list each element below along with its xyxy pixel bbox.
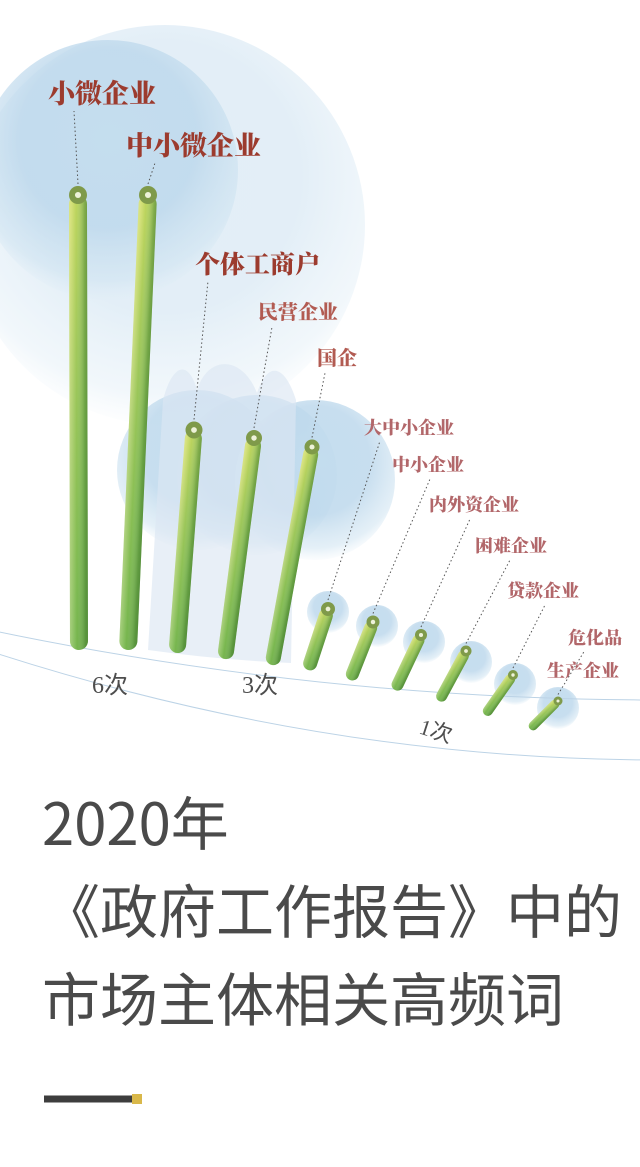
svg-text:小微企业: 小微企业	[48, 72, 156, 111]
svg-text:危化品: 危化品	[568, 624, 622, 650]
svg-text:大中小企业: 大中小企业	[364, 414, 454, 440]
svg-text:中小企业: 中小企业	[392, 451, 464, 477]
svg-text:《政府工作报告》中的: 《政府工作报告》中的	[42, 866, 622, 950]
svg-text:1次: 1次	[416, 714, 455, 748]
svg-text:3次: 3次	[242, 672, 278, 699]
svg-text:困难企业: 困难企业	[475, 532, 547, 558]
svg-text:国企: 国企	[317, 342, 357, 371]
svg-text:内外资企业: 内外资企业	[429, 491, 519, 517]
svg-text:中小微企业: 中小微企业	[126, 124, 261, 163]
svg-text:贷款企业: 贷款企业	[507, 577, 579, 603]
svg-text:民营企业: 民营企业	[258, 296, 338, 325]
svg-text:2020年: 2020年	[42, 778, 229, 862]
svg-text:个体工商户: 个体工商户	[195, 245, 320, 281]
svg-text:市场主体相关高频词: 市场主体相关高频词	[42, 954, 564, 1038]
svg-text:生产企业: 生产企业	[547, 657, 619, 683]
svg-text:6次: 6次	[92, 672, 128, 699]
